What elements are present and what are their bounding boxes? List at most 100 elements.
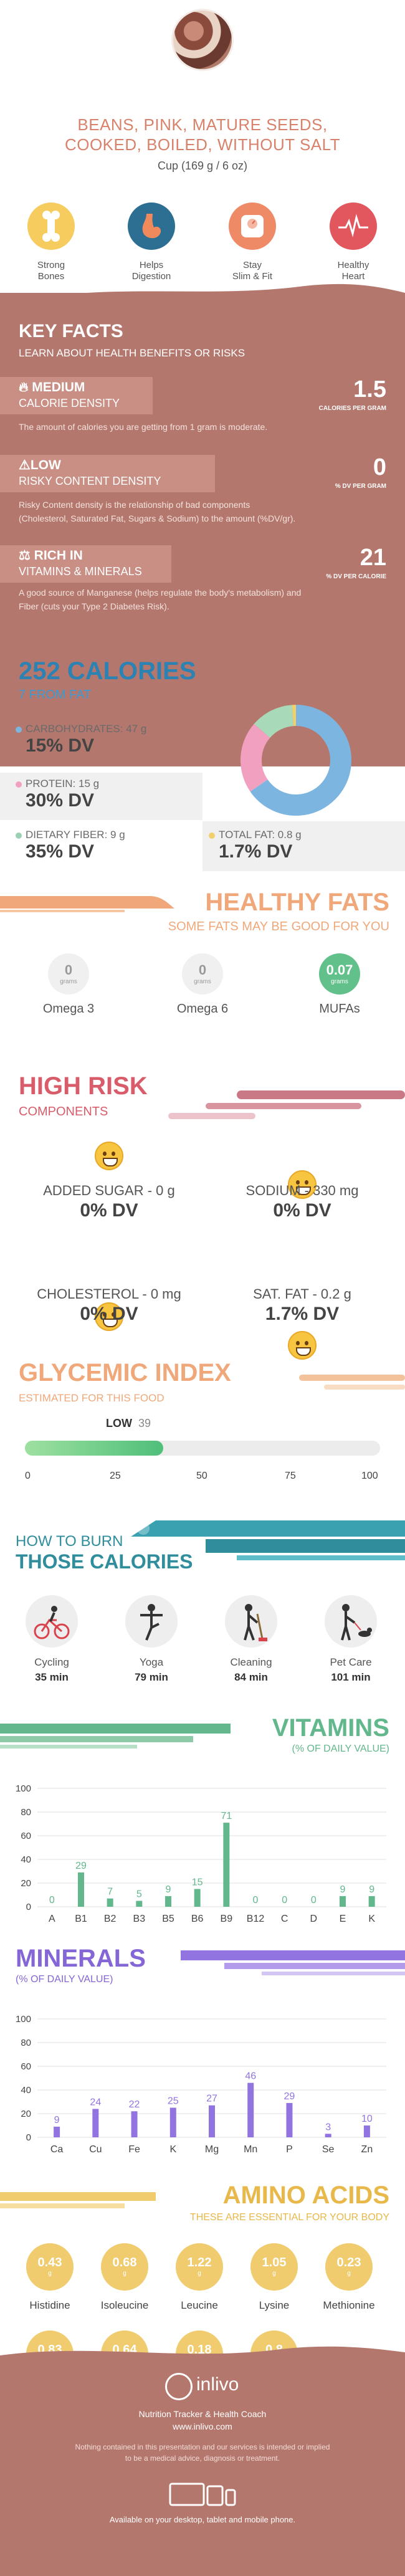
glycemic-title: GLYCEMIC INDEX bbox=[19, 1359, 231, 1386]
activity-cleaning: Cleaning 84 min bbox=[211, 1595, 292, 1684]
warning-icon: ⚠︎ bbox=[19, 458, 31, 472]
bar-value-label: 29 bbox=[284, 2091, 295, 2102]
activity-label: Pet Care bbox=[330, 1656, 372, 1668]
risky-content-text-2: (Cholesterol, Saturated Fat, Sugars & So… bbox=[19, 513, 296, 523]
benefit-healthy-heart: Healthy Heart bbox=[316, 203, 391, 282]
activity-time: 101 min bbox=[331, 1671, 371, 1683]
benefit-label: Digestion bbox=[131, 271, 171, 282]
donut-slice bbox=[250, 705, 351, 816]
y-tick-label: 80 bbox=[21, 2038, 31, 2048]
footer-brand: inlivo bbox=[196, 2374, 239, 2395]
vitamins-title: VITAMINS bbox=[272, 1714, 389, 1742]
key-facts-wave bbox=[0, 284, 405, 305]
x-tick-label: Ca bbox=[50, 2144, 64, 2155]
fat-item-omega3: 0 grams Omega 3 bbox=[25, 953, 112, 1016]
bar bbox=[223, 1823, 230, 1907]
amino-title: AMINO ACIDS bbox=[222, 2182, 389, 2209]
bar-value-label: 9 bbox=[340, 1884, 346, 1895]
scale-balance-icon: ⚖︎ bbox=[19, 548, 31, 563]
rich-in-level-text: RICH IN bbox=[34, 548, 83, 563]
benefit-label: Strong bbox=[37, 260, 65, 270]
bar bbox=[131, 2111, 138, 2137]
benefit-label: Heart bbox=[341, 271, 365, 282]
calories-donut-chart bbox=[241, 705, 351, 816]
healthy-fats-subtitle: SOME FATS MAY BE GOOD FOR YOU bbox=[168, 920, 389, 933]
risk-dv: 0% DV bbox=[273, 1200, 331, 1221]
risky-content-label: RISKY CONTENT DENSITY bbox=[19, 475, 161, 487]
bar-value-label: 9 bbox=[54, 2115, 60, 2125]
y-tick-label: 20 bbox=[21, 1878, 31, 1889]
fat-item-mufas: 0.07 grams MUFAs bbox=[296, 953, 383, 1016]
glycemic-ribbon bbox=[299, 1375, 405, 1390]
x-tick-label: P bbox=[286, 2144, 293, 2155]
donut-slice bbox=[241, 723, 270, 792]
nutrient-fiber: DIETARY FIBER: 9 g 35% DV bbox=[16, 829, 125, 862]
bar-value-label: 22 bbox=[129, 2099, 140, 2110]
flame-icon: 🔥︎ bbox=[19, 380, 29, 394]
stomach-icon bbox=[128, 203, 175, 250]
bar-value-label: 0 bbox=[282, 1895, 287, 1906]
bar bbox=[363, 2125, 370, 2137]
amino-value: 0.68 bbox=[112, 2256, 137, 2269]
nutrient-label: PROTEIN: 15 g bbox=[26, 778, 100, 789]
glycemic-label: LOW 39 bbox=[106, 1417, 151, 1430]
benefit-label: Helps bbox=[139, 260, 164, 270]
amino-item-methionine: 0.23 g Methionine bbox=[312, 2243, 386, 2312]
risk-label: ADDED SUGAR - 0 g bbox=[43, 1183, 175, 1198]
minerals-title: MINERALS bbox=[16, 1945, 146, 1972]
calorie-density-unit: CALORIES PER GRAM bbox=[318, 405, 386, 412]
bar-value-label: 27 bbox=[206, 2094, 217, 2104]
amino-circle: 1.22 g bbox=[176, 2243, 223, 2291]
risk-label: CHOLESTEROL - 0 mg bbox=[37, 1286, 181, 1302]
fat-value: 0 bbox=[198, 962, 207, 978]
rich-in-bar bbox=[0, 545, 171, 583]
y-tick-label: 60 bbox=[21, 2061, 31, 2072]
nutrient-dv: 30% DV bbox=[26, 790, 95, 811]
amino-value: 1.22 bbox=[187, 2256, 212, 2269]
amino-item-histidine: 0.43 g Histidine bbox=[12, 2243, 87, 2312]
nutrient-fat: TOTAL FAT: 0.8 g 1.7% DV bbox=[209, 829, 302, 862]
activity-time: 79 min bbox=[135, 1671, 168, 1683]
rich-in-unit: % DV PER CALORIE bbox=[326, 573, 386, 580]
x-tick-label: B3 bbox=[133, 1914, 146, 1924]
x-tick-label: A bbox=[49, 1914, 55, 1924]
activity-label: Yoga bbox=[139, 1656, 164, 1668]
amino-value: 0.23 bbox=[336, 2256, 361, 2269]
amino-item-isoleucine: 0.68 g Isoleucine bbox=[87, 2243, 162, 2312]
cleaning-icon bbox=[225, 1595, 277, 1648]
amino-ribbon bbox=[0, 2192, 156, 2208]
bar-value-label: 15 bbox=[192, 1877, 203, 1888]
nutrient-label: TOTAL FAT: 0.8 g bbox=[219, 829, 302, 841]
bar-value-label: 10 bbox=[361, 2114, 373, 2124]
activity-label: Cleaning bbox=[230, 1656, 272, 1668]
bar-value-label: 5 bbox=[136, 1889, 142, 1900]
fat-label: Omega 6 bbox=[176, 1002, 229, 1016]
glycemic-scale-0: 0 bbox=[25, 1471, 31, 1481]
bar bbox=[325, 2134, 331, 2137]
nutrient-dv: 1.7% DV bbox=[219, 841, 293, 862]
activity-yoga: Yoga 79 min bbox=[111, 1595, 192, 1684]
amino-label: Lysine bbox=[259, 2299, 290, 2311]
bar-value-label: 25 bbox=[168, 2096, 179, 2107]
minerals-ribbon bbox=[181, 1950, 405, 1975]
bone-icon bbox=[27, 203, 75, 250]
benefit-label: Bones bbox=[37, 271, 65, 282]
y-tick-label: 40 bbox=[21, 2085, 31, 2096]
y-tick-label: 0 bbox=[26, 2132, 31, 2143]
nutrient-protein: PROTEIN: 15 g 30% DV bbox=[16, 778, 99, 811]
glycemic-level: LOW bbox=[106, 1417, 132, 1429]
key-facts-section bbox=[0, 293, 405, 766]
benefit-strong-bones: Strong Bones bbox=[14, 203, 88, 282]
x-tick-label: Zn bbox=[361, 2144, 373, 2155]
high-risk-ribbon bbox=[168, 1090, 405, 1119]
amino-item-lysine: 1.05 g Lysine bbox=[237, 2243, 312, 2312]
y-tick-label: 60 bbox=[21, 1831, 31, 1841]
footer-url[interactable]: www.inlivo.com bbox=[173, 2421, 232, 2431]
food-title-line1: BEANS, PINK, MATURE SEEDS, bbox=[77, 115, 328, 134]
amino-item-leucine: 1.22 g Leucine bbox=[162, 2243, 237, 2312]
benefit-label: Healthy bbox=[337, 260, 369, 270]
protein-dot bbox=[16, 781, 22, 788]
rich-in-text-2: Fiber (cuts your Type 2 Diabetes Risk). bbox=[19, 601, 169, 611]
amino-circle: 0.23 g bbox=[325, 2243, 373, 2291]
